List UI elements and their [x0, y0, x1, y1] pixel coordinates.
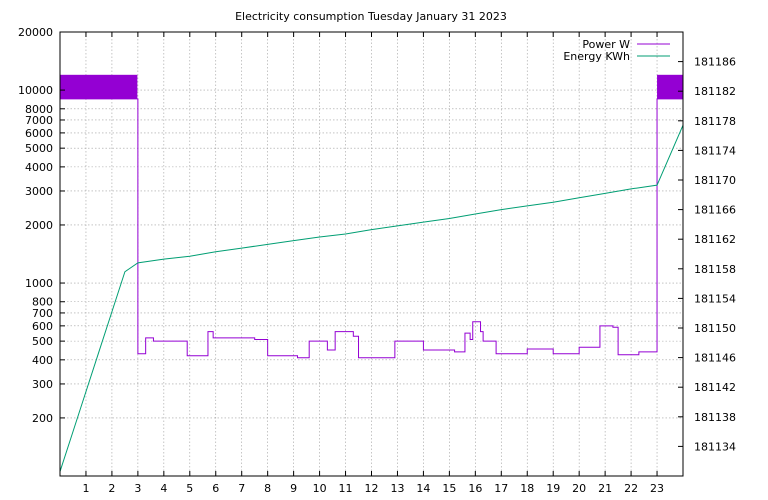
y-tick-label: 800: [32, 296, 53, 309]
x-tick-label: 13: [390, 482, 404, 495]
y2-tick-label: 181138: [694, 411, 736, 424]
x-tick-label: 22: [624, 482, 638, 495]
y2-tick-label: 181150: [694, 322, 736, 335]
x-tick-label: 15: [442, 482, 456, 495]
y2-tick-label: 181146: [694, 352, 736, 365]
x-tick-label: 6: [212, 482, 219, 495]
x-tick-label: 19: [546, 482, 560, 495]
x-tick-label: 3: [134, 482, 141, 495]
legend-label: Energy KWh: [563, 50, 630, 63]
x-tick-label: 23: [650, 482, 664, 495]
x-tick-label: 5: [186, 482, 193, 495]
y-tick-label: 300: [32, 378, 53, 391]
chart-title: Electricity consumption Tuesday January …: [235, 10, 507, 23]
y-tick-label: 20000: [18, 26, 53, 39]
series-line-power-w: [60, 98, 683, 359]
axis-layer: 1 2 3 4 5 6 7 8 9 10 11 12 13 14 15 16 17 18 19 20 21 22 23200…: [18, 26, 736, 495]
series-line-energy-kwh: [59, 125, 684, 472]
y-tick-label: 5000: [25, 142, 53, 155]
y-tick-label: 4000: [25, 161, 53, 174]
x-tick-label: 9: [290, 482, 297, 495]
legend-label: Power W: [582, 38, 630, 51]
y-tick-label: 1000: [25, 277, 53, 290]
y-tick-label: 600: [32, 320, 53, 333]
y-tick-label: 8000: [25, 103, 53, 116]
y2-tick-label: 181162: [694, 233, 736, 246]
x-tick-label: 8: [264, 482, 271, 495]
y-tick-label: 200: [32, 412, 53, 425]
y2-tick-label: 181174: [694, 144, 736, 157]
y2-tick-label: 181134: [694, 440, 736, 453]
y-tick-label: 2000: [25, 219, 53, 232]
power-high-block: [60, 74, 138, 99]
x-tick-label: 1: [82, 482, 89, 495]
y2-tick-label: 181170: [694, 174, 736, 187]
y2-tick-label: 181186: [694, 56, 736, 69]
x-tick-label: 16: [468, 482, 482, 495]
y-tick-label: 6000: [25, 127, 53, 140]
x-tick-label: 21: [598, 482, 612, 495]
y-tick-label: 700: [32, 307, 53, 320]
y-tick-label: 500: [32, 335, 53, 348]
y2-tick-label: 181166: [694, 204, 736, 217]
x-tick-label: 14: [416, 482, 430, 495]
y-tick-label: 7000: [25, 114, 53, 127]
x-tick-label: 12: [365, 482, 379, 495]
x-tick-label: 17: [494, 482, 508, 495]
x-tick-label: 10: [313, 482, 327, 495]
y2-tick-label: 181158: [694, 263, 736, 276]
x-tick-label: 2: [108, 482, 115, 495]
x-tick-label: 20: [572, 482, 586, 495]
y-tick-label: 3000: [25, 185, 53, 198]
y2-tick-label: 181142: [694, 381, 736, 394]
y2-tick-label: 181178: [694, 115, 736, 128]
power-high-block: [657, 74, 683, 99]
grid-layer: [60, 32, 683, 476]
x-tick-label: 7: [238, 482, 245, 495]
y-tick-label: 10000: [18, 84, 53, 97]
x-tick-label: 11: [339, 482, 353, 495]
y2-tick-label: 181154: [694, 292, 736, 305]
series-layer: [59, 74, 684, 472]
x-tick-label: 4: [160, 482, 167, 495]
y2-tick-label: 181182: [694, 85, 736, 98]
x-tick-label: 18: [520, 482, 534, 495]
y-tick-label: 400: [32, 354, 53, 367]
